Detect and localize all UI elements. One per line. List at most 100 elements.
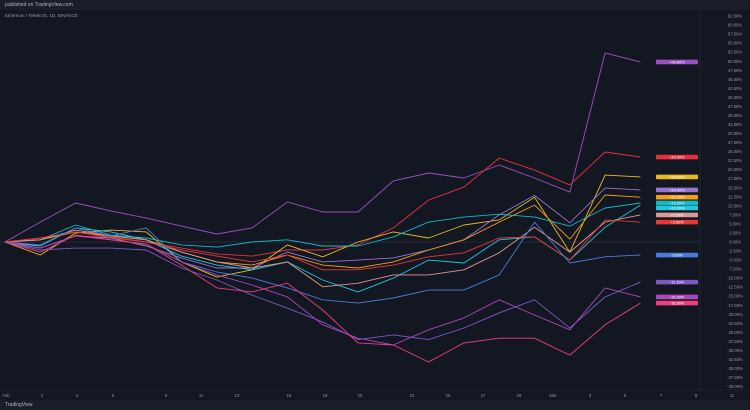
last-value-badge (656, 154, 698, 160)
publish-bar: published on TradingView.com (0, 0, 750, 10)
y-tick-label: 55.00% (728, 41, 742, 46)
y-tick-label: 45.00% (728, 77, 742, 82)
comparison-chart[interactable]: 62.50%60.00%57.50%55.00%52.50%50.00%47.5… (0, 0, 750, 400)
y-tick-label: -10.00% (727, 276, 743, 281)
last-value-label: -15.20% (670, 295, 685, 299)
last-value-label: +5.50% (671, 221, 685, 225)
x-tick-label: 11 (730, 393, 735, 398)
y-tick-label: 5.00% (729, 221, 741, 226)
y-tick-label: 40.00% (728, 95, 742, 100)
published-text: published on TradingView.com (5, 2, 73, 8)
series-line-12 (4, 235, 641, 346)
y-tick-label: -5.00% (728, 258, 742, 263)
y-tick-label: -30.00% (727, 348, 743, 353)
legend-symbol: Ethereum / TetherUS, 1D, BINANCE (5, 13, 78, 18)
y-tick-label: -20.00% (727, 312, 743, 317)
series-line-10 (4, 221, 641, 304)
series-line-4 (4, 187, 641, 269)
last-value-badge (656, 300, 698, 306)
last-value-label: -11.10% (670, 281, 684, 285)
series-line-9 (4, 219, 641, 271)
y-tick-label: -15.00% (727, 294, 743, 299)
y-tick-label: 10.00% (728, 203, 742, 208)
y-tick-label: -12.50% (727, 285, 743, 290)
y-tick-label: -25.00% (727, 330, 743, 335)
series-line-13 (4, 234, 641, 363)
series-line-3 (4, 174, 641, 278)
y-tick-label: 20.00% (728, 167, 742, 172)
y-tick-label: 2.50% (729, 230, 741, 235)
tradingview-logo: TradingView (5, 402, 33, 408)
y-tick-label: 50.00% (728, 59, 742, 64)
last-value-label: +49.80% (669, 60, 685, 64)
x-tick-label: 11 (199, 393, 204, 398)
y-tick-label: 62.50% (728, 14, 742, 19)
price-axis (700, 10, 750, 390)
y-tick-label: -35.00% (727, 366, 743, 371)
y-tick-label: 47.50% (728, 68, 742, 73)
last-value-badge (656, 279, 698, 285)
last-value-label: +10.80% (669, 201, 685, 205)
series-line-6 (4, 202, 641, 248)
y-tick-label: 32.50% (728, 122, 742, 127)
x-tick-label: 5 (624, 393, 627, 398)
y-tick-label: 42.50% (728, 86, 742, 91)
y-tick-label: 30.00% (728, 131, 742, 136)
y-tick-label: 35.00% (728, 113, 742, 118)
y-tick-label: -22.50% (727, 321, 743, 326)
series-line-11 (4, 241, 641, 341)
last-value-badge (656, 294, 698, 300)
last-value-label: +14.40% (669, 188, 685, 192)
x-tick-label: 23 (410, 393, 415, 398)
y-tick-label: -7.50% (728, 267, 742, 272)
y-tick-label: -17.50% (727, 303, 743, 308)
last-value-badge (656, 252, 698, 258)
x-tick-label: 13 (235, 393, 240, 398)
last-value-badge (656, 205, 698, 211)
y-tick-label: 25.00% (728, 149, 742, 154)
last-value-label: -3.60% (671, 253, 684, 257)
x-tick-label: 6 (112, 393, 115, 398)
x-tick-label: Mar (549, 393, 557, 398)
y-tick-label: -27.50% (727, 339, 743, 344)
x-tick-label: Feb (2, 393, 10, 398)
series-line-8 (4, 214, 641, 288)
y-tick-label: 60.00% (728, 23, 742, 28)
footer-bar: TradingView (0, 400, 750, 410)
last-value-badge (656, 194, 698, 200)
y-tick-label: 27.50% (728, 140, 742, 145)
x-tick-label: 29 (517, 393, 522, 398)
x-tick-label: 20 (358, 393, 363, 398)
last-value-label: +23.50% (669, 155, 685, 159)
last-value-label: +10.20% (669, 206, 685, 210)
y-tick-label: 12.50% (728, 194, 742, 199)
y-tick-label: 7.50% (729, 212, 741, 217)
x-tick-label: 9 (165, 393, 168, 398)
last-value-badge (656, 212, 698, 218)
x-tick-label: 3 (589, 393, 592, 398)
x-tick-label: 27 (481, 393, 486, 398)
last-value-badge (656, 219, 698, 225)
last-value-badge (656, 200, 698, 206)
y-tick-label: 37.50% (728, 104, 742, 109)
y-tick-label: -37.50% (727, 375, 743, 380)
x-tick-label: 18 (323, 393, 328, 398)
last-value-label: +18.00% (669, 175, 685, 179)
x-tick-label: 9 (695, 393, 698, 398)
last-value-badge (656, 59, 698, 65)
y-tick-label: 17.50% (728, 176, 742, 181)
y-tick-label: -40.00% (727, 384, 743, 389)
y-tick-label: -2.50% (728, 249, 742, 254)
y-tick-label: 57.50% (728, 32, 742, 37)
symbol-legend: Ethereum / TetherUS, 1D, BINANCE (5, 13, 78, 18)
x-tick-label: 4 (76, 393, 79, 398)
y-tick-label: -32.50% (727, 357, 743, 362)
x-tick-label: 25 (446, 393, 451, 398)
y-tick-label: 0.00% (729, 240, 741, 245)
last-value-label: +7.50% (671, 213, 685, 217)
last-value-badge (656, 174, 698, 180)
x-tick-label: 7 (660, 393, 663, 398)
series-line-1 (4, 52, 641, 243)
last-value-label: -16.90% (670, 301, 685, 305)
x-tick-label: 2 (41, 393, 44, 398)
